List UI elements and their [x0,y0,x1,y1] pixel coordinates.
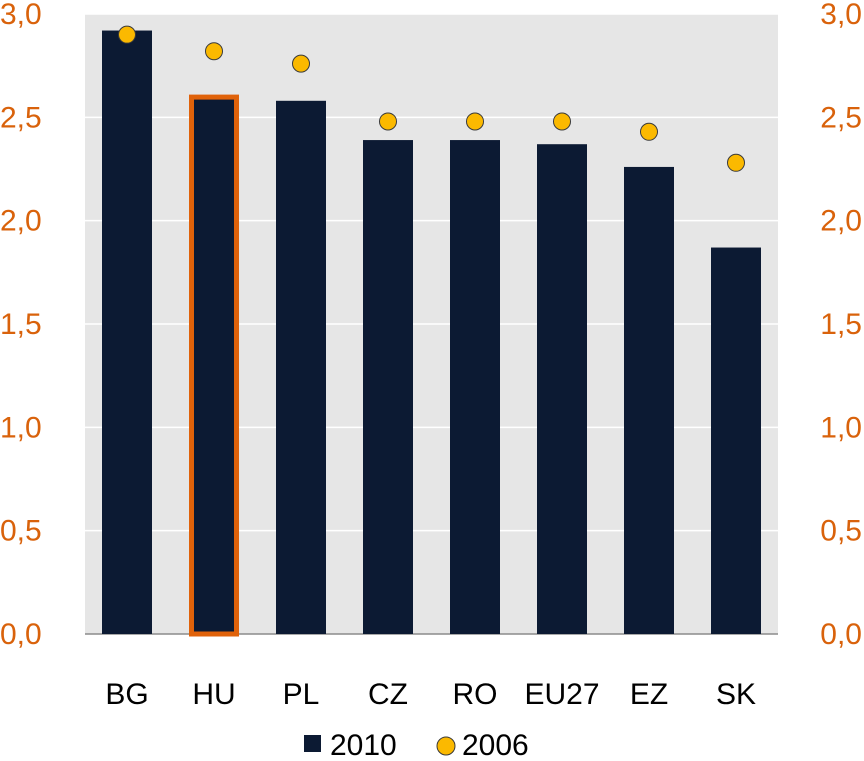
right-tick-label: 1,5 [820,308,862,341]
left-tick-label: 1,0 [0,411,42,444]
legend: 2010 2006 [304,729,529,761]
marker-cz [379,112,397,131]
left-tick-label: 2,0 [0,205,42,238]
bar-hu-highlighted [189,94,239,637]
category-label: SK [716,678,756,711]
left-tick-label: 2,5 [0,101,42,134]
right-tick-label: 0,0 [820,618,862,651]
category-label: CZ [368,678,408,711]
category-label: RO [453,678,498,711]
bar-sk [711,247,761,635]
category-label: EZ [630,678,668,711]
bar-eu27 [537,144,587,634]
right-tick-label: 2,5 [820,101,862,134]
bar-cz [363,140,413,635]
right-tick-label: 2,0 [820,205,862,238]
left-tick-label: 0,0 [0,618,42,651]
marker-series-2006 [118,25,745,172]
legend-swatch-2006 [436,736,456,756]
left-tick-label: 1,5 [0,308,42,341]
left-tick-label: 3,0 [0,0,42,31]
marker-hu [205,42,223,61]
bar-series-2010 [102,30,761,637]
marker-eu27 [553,112,571,131]
bar-ez [624,166,674,634]
category-label: PL [283,678,320,711]
marker-pl [292,54,310,73]
left-y-axis: 0,0 0,5 1,0 1,5 2,0 2,5 3,0 [0,0,42,651]
right-tick-label: 0,5 [820,515,862,548]
marker-sk [727,153,745,172]
marker-bg [118,25,136,44]
marker-ro [466,112,484,131]
right-y-axis: 0,0 0,5 1,0 1,5 2,0 2,5 3,0 [820,0,862,651]
legend-swatch-2010 [304,735,321,752]
legend-label-2010: 2010 [330,729,397,761]
bar-pl [276,100,326,635]
category-label: EU27 [524,678,599,711]
category-label: BG [105,678,148,711]
x-axis-labels: BG HU PL CZ RO EU27 EZ SK [105,678,756,711]
legend-label-2006: 2006 [462,729,529,761]
bar-ro [450,140,500,635]
bar-bg [102,30,152,635]
marker-ez [640,122,658,141]
right-tick-label: 1,0 [820,411,862,444]
right-tick-label: 3,0 [820,0,862,31]
left-tick-label: 0,5 [0,515,42,548]
category-label: HU [192,678,235,711]
